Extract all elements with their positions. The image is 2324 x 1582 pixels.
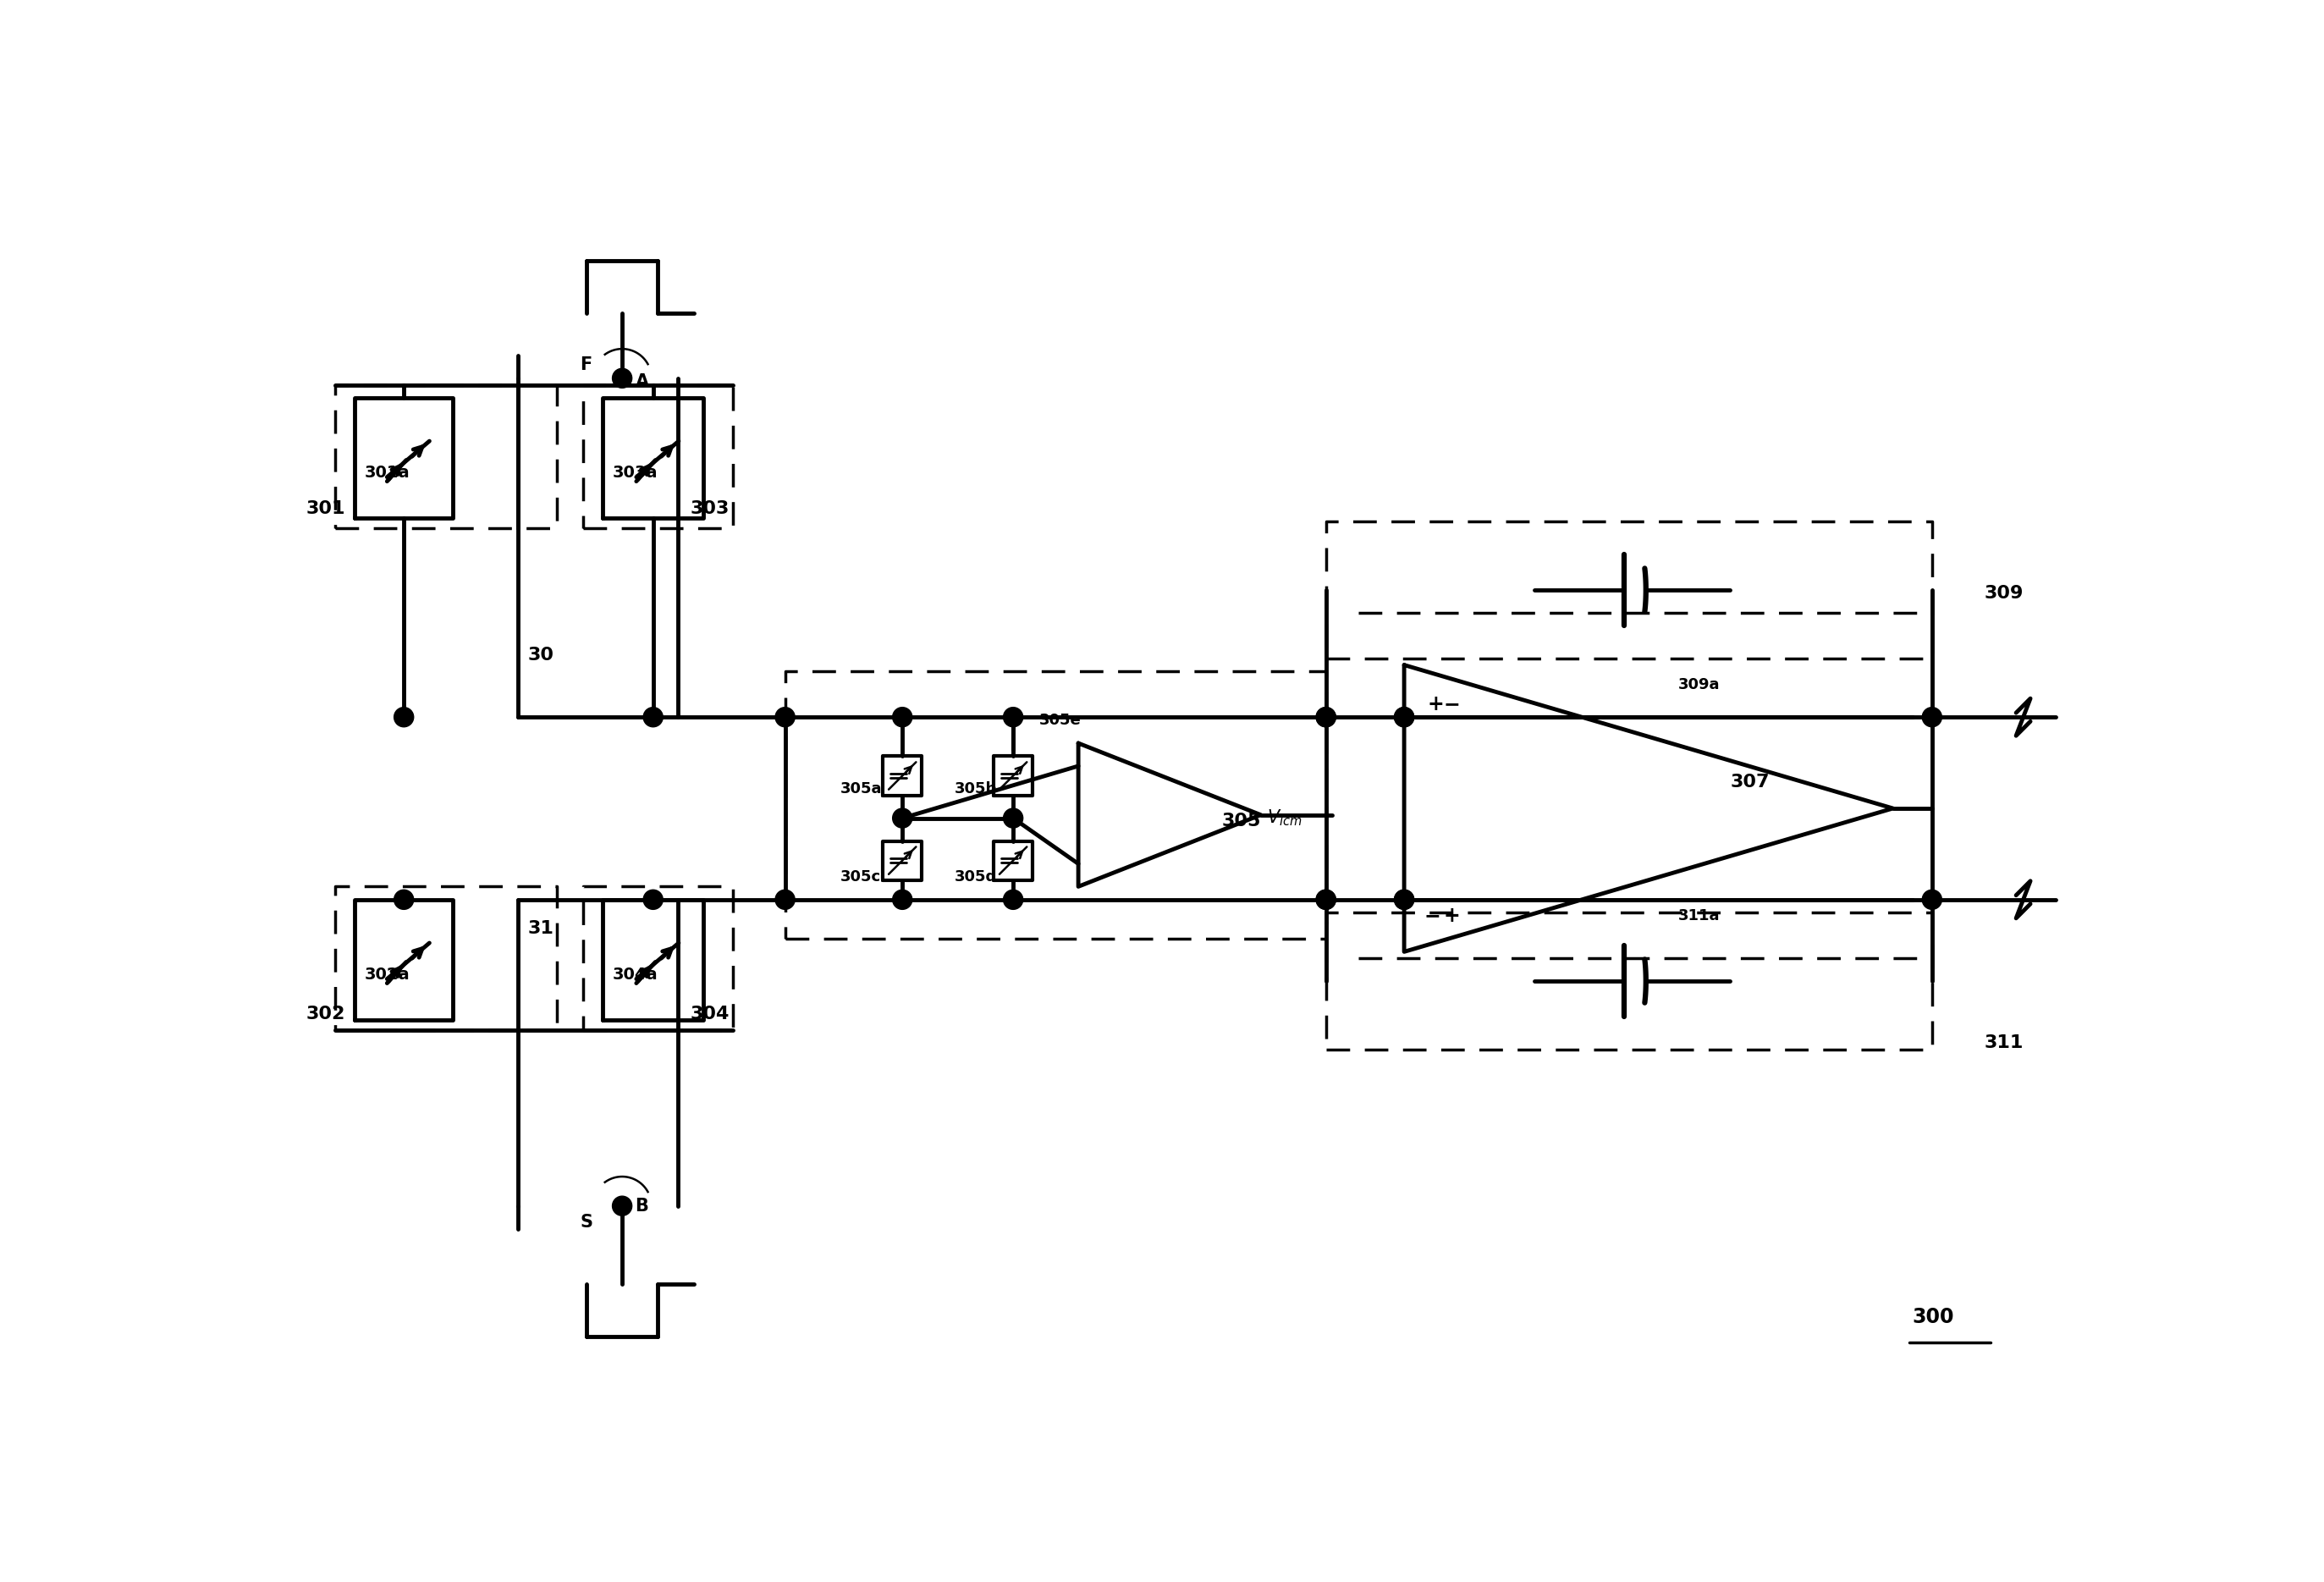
Text: 305: 305 xyxy=(1222,813,1262,831)
Circle shape xyxy=(892,808,911,827)
Circle shape xyxy=(1004,889,1023,910)
Text: 309a: 309a xyxy=(1678,677,1720,693)
Text: 30: 30 xyxy=(528,647,553,664)
Text: 305e: 305e xyxy=(1039,713,1081,728)
Text: −: − xyxy=(1443,694,1459,713)
Text: 309: 309 xyxy=(1985,585,2024,601)
Circle shape xyxy=(611,1196,632,1215)
Circle shape xyxy=(1394,889,1413,910)
Text: $V_{icm}$: $V_{icm}$ xyxy=(1267,808,1301,827)
Text: 303a: 303a xyxy=(611,465,658,481)
Text: 302a: 302a xyxy=(365,967,409,982)
Text: −: − xyxy=(1425,906,1441,925)
Circle shape xyxy=(1394,707,1413,726)
Text: F: F xyxy=(579,356,593,373)
Circle shape xyxy=(611,369,632,388)
Text: 305c: 305c xyxy=(841,869,881,884)
Circle shape xyxy=(892,889,911,910)
Text: 301a: 301a xyxy=(365,465,409,481)
Circle shape xyxy=(395,889,414,910)
Text: A: A xyxy=(634,373,648,389)
Circle shape xyxy=(776,707,795,726)
Circle shape xyxy=(644,889,662,910)
Text: 301: 301 xyxy=(307,500,346,517)
Text: 31: 31 xyxy=(528,921,553,938)
Circle shape xyxy=(1315,889,1336,910)
Text: +: + xyxy=(1427,694,1443,713)
Text: 305d: 305d xyxy=(955,869,997,884)
Text: 311: 311 xyxy=(1985,1035,2024,1052)
Circle shape xyxy=(1315,889,1336,910)
Text: 303: 303 xyxy=(690,500,730,517)
Text: 304: 304 xyxy=(690,1005,730,1022)
Circle shape xyxy=(1922,707,1943,726)
Circle shape xyxy=(1394,889,1413,910)
Circle shape xyxy=(1315,707,1336,726)
Circle shape xyxy=(776,889,795,910)
Circle shape xyxy=(1394,707,1413,726)
Text: 300: 300 xyxy=(1913,1307,1954,1327)
Circle shape xyxy=(1004,808,1023,827)
Text: S: S xyxy=(579,1213,593,1231)
Circle shape xyxy=(644,707,662,726)
Circle shape xyxy=(1315,707,1336,726)
Text: B: B xyxy=(634,1198,648,1215)
Circle shape xyxy=(892,707,911,726)
Text: 305b: 305b xyxy=(955,782,997,796)
Text: 307: 307 xyxy=(1729,774,1769,791)
Text: 302: 302 xyxy=(307,1005,346,1022)
Circle shape xyxy=(395,707,414,726)
Text: 311a: 311a xyxy=(1678,908,1720,924)
Text: 304a: 304a xyxy=(611,967,658,982)
Text: 305a: 305a xyxy=(841,782,883,796)
Text: +: + xyxy=(1443,906,1459,925)
Circle shape xyxy=(1922,889,1943,910)
Circle shape xyxy=(1004,707,1023,726)
